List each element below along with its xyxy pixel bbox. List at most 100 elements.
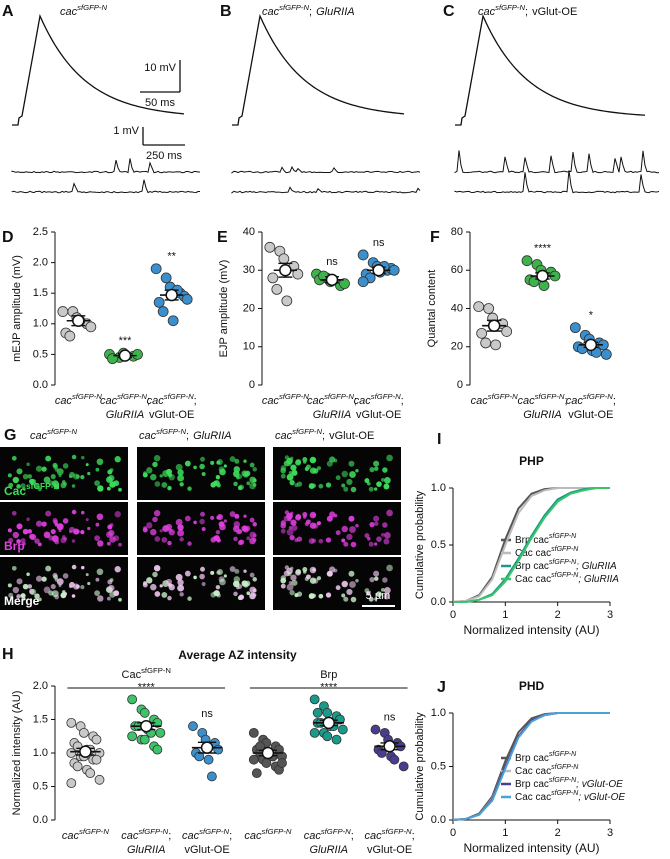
text-span: sfGFP-N <box>138 827 168 836</box>
mean-marker <box>140 719 153 733</box>
x-tick-label: GluRIIA <box>523 409 562 421</box>
puncta <box>8 482 14 488</box>
puncta <box>290 464 297 471</box>
puncta <box>81 510 85 515</box>
puncta <box>53 574 58 580</box>
puncta <box>329 511 336 518</box>
panel-letter: B <box>220 3 232 20</box>
puncta <box>215 530 221 535</box>
puncta <box>374 466 379 471</box>
data-point <box>150 263 162 275</box>
y-tick-label: 1.5 <box>33 287 48 299</box>
puncta <box>302 460 307 464</box>
mean-marker <box>279 264 292 277</box>
puncta <box>289 590 295 596</box>
puncta <box>85 518 89 522</box>
x-tick-label: GluRIIA <box>313 409 352 421</box>
puncta <box>81 455 85 460</box>
puncta <box>246 591 251 596</box>
text-span: Brp <box>4 539 25 553</box>
puncta <box>302 456 308 462</box>
puncta <box>210 515 215 520</box>
puncta <box>34 593 40 599</box>
text-span: ; GluRIIA <box>576 561 617 572</box>
puncta <box>146 577 153 584</box>
puncta <box>97 485 104 492</box>
x-tick-label: cacsfGFP-N; <box>566 392 616 407</box>
puncta <box>97 540 104 547</box>
text-span: Cac cac <box>515 766 551 777</box>
ejp-trace <box>12 13 185 126</box>
puncta <box>153 509 161 517</box>
data-point <box>127 731 138 742</box>
puncta <box>229 566 236 572</box>
puncta <box>75 474 80 479</box>
ejp-trace <box>455 13 646 126</box>
data-point <box>160 272 172 284</box>
text-span: Brp cac <box>515 561 549 572</box>
puncta <box>184 570 191 577</box>
y-tick-label: 0 <box>249 379 255 391</box>
cdf-line <box>453 487 610 603</box>
text-span: sfGFP-N <box>77 3 107 12</box>
data-point <box>357 276 369 288</box>
text-span: ; GluRIIA <box>578 574 619 585</box>
puncta <box>200 456 205 462</box>
data-point <box>188 721 198 732</box>
puncta <box>109 468 114 472</box>
puncta <box>290 566 294 570</box>
puncta <box>175 573 183 581</box>
data-point <box>194 751 205 762</box>
puncta <box>113 535 120 542</box>
text-span: cac <box>30 430 48 442</box>
puncta <box>280 473 286 479</box>
x-tick-label: cacsfGFP-N; <box>517 392 567 407</box>
puncta <box>201 471 206 477</box>
puncta <box>109 578 114 582</box>
puncta <box>150 473 157 481</box>
puncta <box>296 591 303 597</box>
puncta <box>27 529 33 534</box>
puncta <box>94 535 100 542</box>
y-axis-label: Normalized intensity (AU) <box>11 691 23 816</box>
puncta <box>343 486 349 492</box>
x-tick-label: cacsfGFP-N <box>55 392 102 407</box>
data-point <box>79 728 89 738</box>
genotype-label: cacsfGFP-N <box>30 427 77 442</box>
puncta <box>53 519 58 525</box>
puncta <box>349 581 356 588</box>
puncta <box>355 469 359 473</box>
data-point <box>57 306 69 317</box>
data-point <box>64 330 76 342</box>
puncta <box>217 459 223 465</box>
mean-marker <box>325 273 339 287</box>
x-tick-label: 0 <box>450 609 456 621</box>
puncta <box>223 519 227 523</box>
puncta <box>291 524 298 531</box>
text-span: Brp cac <box>515 779 549 790</box>
puncta <box>187 486 192 491</box>
puncta <box>29 478 37 486</box>
data-point <box>94 774 105 785</box>
puncta <box>280 528 286 534</box>
y-tick-label: 80 <box>451 226 463 238</box>
x-tick-label: 0 <box>450 827 456 839</box>
text-span: sfGFP-N <box>371 392 401 401</box>
panel-letter: C <box>443 3 455 20</box>
puncta <box>150 583 157 591</box>
text-span: cac <box>365 830 383 842</box>
text-span: sfGFP-N <box>199 827 229 836</box>
puncta <box>296 481 303 487</box>
puncta <box>233 525 240 533</box>
puncta <box>177 579 184 586</box>
puncta <box>37 487 42 492</box>
data-point <box>521 255 533 267</box>
x-tick-label: 2 <box>555 609 561 621</box>
puncta <box>193 575 197 580</box>
puncta <box>142 582 148 588</box>
puncta <box>290 456 294 460</box>
puncta <box>318 593 324 599</box>
puncta <box>329 566 336 573</box>
puncta <box>219 468 226 476</box>
puncta <box>243 526 249 533</box>
